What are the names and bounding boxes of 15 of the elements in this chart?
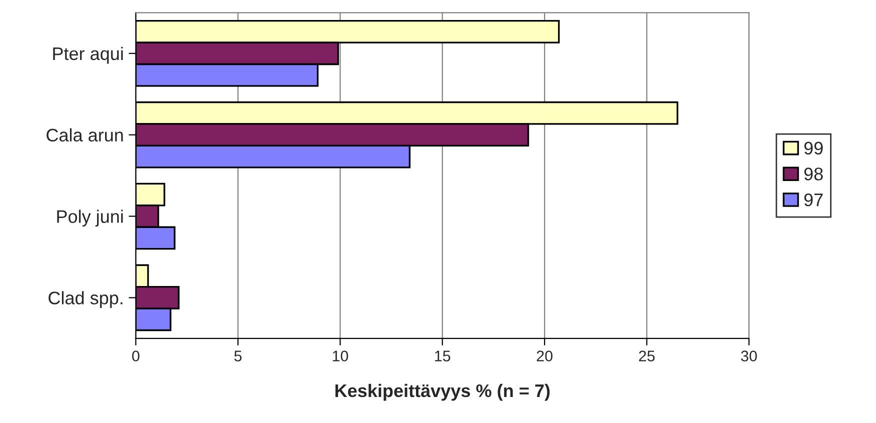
y-tick-label: Clad spp. (48, 291, 122, 308)
x-tick-label: 30 (741, 350, 757, 362)
legend-label: 98 (804, 168, 823, 180)
legend-label: 99 (804, 142, 823, 155)
x-tick-label: 25 (639, 350, 655, 362)
x-tick-label: 10 (332, 350, 348, 362)
y-tick-label: Poly juni (57, 210, 123, 227)
legend-label: 97 (804, 193, 823, 206)
x-tick-label: 15 (435, 350, 450, 362)
x-tick-label: 0 (132, 350, 140, 362)
y-tick-label: Cala arun (46, 128, 123, 142)
x-tick-label: 5 (234, 350, 242, 362)
x-tick-label: 20 (536, 350, 552, 362)
y-tick-label: Pter aqui (53, 46, 123, 64)
x-axis-title: Keskipeittävyys % (n = 7) (335, 384, 550, 401)
